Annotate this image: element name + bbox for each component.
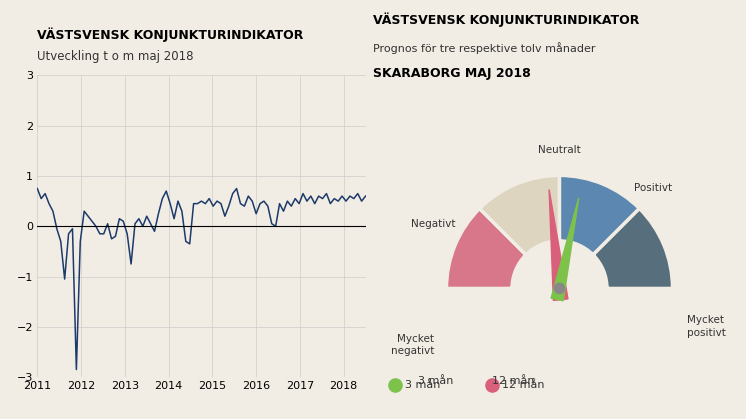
Point bbox=[389, 382, 401, 389]
Text: Prognos för tre respektive tolv månader: Prognos för tre respektive tolv månader bbox=[373, 42, 595, 54]
Wedge shape bbox=[446, 209, 526, 288]
Circle shape bbox=[554, 283, 565, 294]
Text: 3 mån: 3 mån bbox=[418, 376, 453, 386]
Text: Neutralt: Neutralt bbox=[538, 145, 581, 155]
Polygon shape bbox=[551, 198, 579, 301]
Text: VÄSTSVENSK KONJUNKTURINDIKATOR: VÄSTSVENSK KONJUNKTURINDIKATOR bbox=[37, 27, 304, 42]
Text: Mycket
positivt: Mycket positivt bbox=[686, 316, 726, 338]
Text: 12 mån: 12 mån bbox=[502, 380, 544, 391]
Text: Positivt: Positivt bbox=[635, 183, 673, 193]
Wedge shape bbox=[480, 176, 560, 255]
Text: SKARABORG MAJ 2018: SKARABORG MAJ 2018 bbox=[373, 67, 530, 80]
Wedge shape bbox=[560, 176, 639, 255]
Text: 3 mån: 3 mån bbox=[404, 380, 440, 391]
Text: 12 mån: 12 mån bbox=[492, 376, 535, 386]
Text: Negativt: Negativt bbox=[411, 219, 456, 229]
Text: Utveckling t o m maj 2018: Utveckling t o m maj 2018 bbox=[37, 50, 194, 63]
Wedge shape bbox=[593, 209, 673, 288]
Polygon shape bbox=[549, 189, 568, 300]
Text: VÄSTSVENSK KONJUNKTURINDIKATOR: VÄSTSVENSK KONJUNKTURINDIKATOR bbox=[373, 13, 639, 27]
Point bbox=[486, 382, 498, 389]
Text: Mycket
negativt: Mycket negativt bbox=[391, 334, 434, 357]
